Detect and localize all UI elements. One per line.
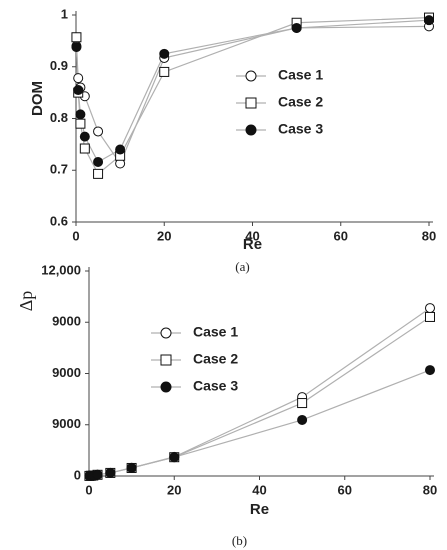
marker xyxy=(126,462,137,473)
marker xyxy=(424,15,434,26)
legend-marker xyxy=(245,70,257,82)
y-axis-label: DOM xyxy=(29,81,46,116)
marker xyxy=(75,118,86,129)
series-line xyxy=(89,316,431,477)
x-tick-label: 40 xyxy=(245,228,259,243)
legend-label: Case 1 xyxy=(278,67,323,83)
legend-marker xyxy=(245,124,257,136)
marker xyxy=(79,131,90,142)
x-tick-label: 40 xyxy=(252,482,266,497)
y-tick-label: 9000 xyxy=(52,416,81,431)
series-line xyxy=(75,25,430,165)
caption: (b) xyxy=(232,533,247,548)
marker xyxy=(169,452,180,463)
marker xyxy=(115,144,126,155)
series-line xyxy=(89,307,431,477)
legend-label: Case 3 xyxy=(278,121,323,137)
x-tick-label: 0 xyxy=(72,228,79,243)
y-tick-label: 0.8 xyxy=(50,110,68,125)
marker xyxy=(93,126,104,137)
marker xyxy=(425,303,435,314)
y-tick-label: 0.9 xyxy=(50,58,68,73)
x-tick-label: 80 xyxy=(422,228,436,243)
series-line xyxy=(75,16,430,175)
marker xyxy=(159,48,170,59)
marker xyxy=(159,66,170,77)
legend-marker xyxy=(160,381,172,393)
marker xyxy=(73,73,84,84)
y-tick-label: 0.7 xyxy=(50,162,68,177)
marker xyxy=(425,311,435,322)
y-tick-label: 0.6 xyxy=(50,213,68,228)
x-tick-label: 20 xyxy=(167,482,181,497)
caption: (a) xyxy=(235,259,249,274)
marker xyxy=(93,168,104,179)
y-tick-label: 12,000 xyxy=(41,262,81,277)
marker xyxy=(291,22,302,33)
legend-label: Case 1 xyxy=(193,324,238,340)
marker xyxy=(71,32,82,43)
legend-marker xyxy=(160,327,172,339)
x-tick-label: 20 xyxy=(157,228,171,243)
legend-marker xyxy=(160,354,172,366)
y-tick-label: 9000 xyxy=(52,314,81,329)
marker xyxy=(92,469,103,480)
marker xyxy=(73,85,84,96)
marker xyxy=(79,143,90,154)
x-tick-label: 0 xyxy=(85,482,92,497)
x-tick-label: 60 xyxy=(338,482,352,497)
y-tick-label: 0 xyxy=(74,467,81,482)
marker xyxy=(71,42,82,53)
x-axis-label: Re xyxy=(250,501,269,518)
marker xyxy=(297,398,308,409)
marker xyxy=(93,156,104,167)
marker xyxy=(297,414,308,425)
marker xyxy=(75,109,86,120)
y-tick-label: 9000 xyxy=(52,365,81,380)
series-line xyxy=(89,369,431,477)
marker xyxy=(105,467,116,478)
legend-label: Case 2 xyxy=(278,94,323,110)
legend-label: Case 3 xyxy=(193,378,238,394)
x-axis-label: Re xyxy=(243,236,262,253)
y-axis-label: Δp xyxy=(16,291,36,312)
y-tick-label: 1 xyxy=(61,6,68,21)
x-tick-label: 60 xyxy=(334,228,348,243)
marker xyxy=(425,365,435,376)
legend-label: Case 2 xyxy=(193,351,238,367)
legend-marker xyxy=(245,97,257,109)
x-tick-label: 80 xyxy=(423,482,437,497)
